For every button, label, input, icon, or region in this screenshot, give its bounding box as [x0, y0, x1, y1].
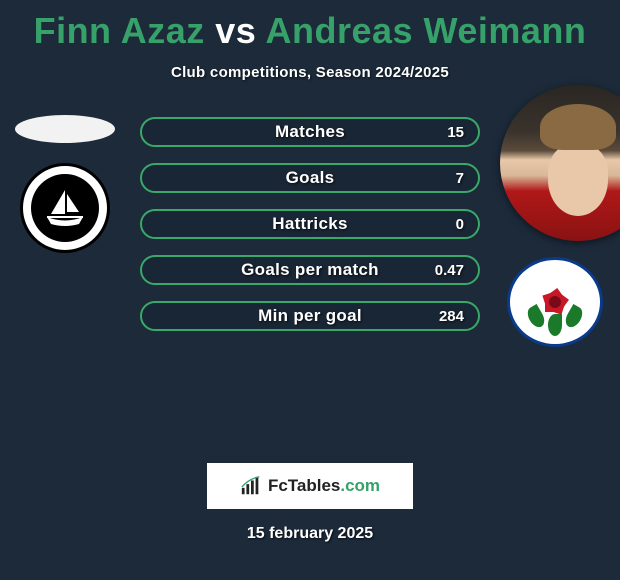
player2-club-badge [507, 257, 603, 347]
brand-logo-icon [240, 475, 262, 497]
brand-tld: .com [340, 476, 380, 495]
stat-row-goals-per-match: Goals per match 0.47 [140, 255, 480, 285]
stat-value: 0 [456, 216, 464, 233]
comparison-title: Finn Azaz vs Andreas Weimann [0, 0, 620, 52]
player1-avatar-placeholder [15, 115, 115, 143]
rose-icon [533, 280, 577, 324]
player1-name: Finn Azaz [34, 10, 205, 51]
player1-column [10, 113, 120, 253]
comparison-date: 15 february 2025 [0, 525, 620, 543]
stat-row-matches: Matches 15 [140, 117, 480, 147]
stat-label: Matches [142, 122, 478, 142]
stat-bars: Matches 15 Goals 7 Hattricks 0 Goals per… [140, 117, 480, 347]
subtitle: Club competitions, Season 2024/2025 [0, 64, 620, 81]
brand-watermark: FcTables.com [207, 463, 413, 509]
plymouth-badge-inner [31, 174, 99, 242]
player2-column [500, 113, 610, 347]
player2-name: Andreas Weimann [265, 10, 586, 51]
player1-club-badge [20, 163, 110, 253]
vs-label: vs [215, 10, 256, 51]
stat-value: 0.47 [435, 262, 464, 279]
stat-row-min-per-goal: Min per goal 284 [140, 301, 480, 331]
stat-value: 284 [439, 308, 464, 325]
stat-label: Hattricks [142, 214, 478, 234]
stat-label: Goals [142, 168, 478, 188]
sailboat-icon [41, 184, 89, 232]
brand-text: FcTables.com [268, 476, 380, 496]
stat-label: Min per goal [142, 306, 478, 326]
stat-label: Goals per match [142, 260, 478, 280]
main-content: Matches 15 Goals 7 Hattricks 0 Goals per… [0, 113, 620, 413]
stat-value: 7 [456, 170, 464, 187]
brand-name: FcTables [268, 476, 340, 495]
stat-row-goals: Goals 7 [140, 163, 480, 193]
stat-row-hattricks: Hattricks 0 [140, 209, 480, 239]
player2-avatar [500, 85, 620, 241]
stat-value: 15 [447, 124, 464, 141]
